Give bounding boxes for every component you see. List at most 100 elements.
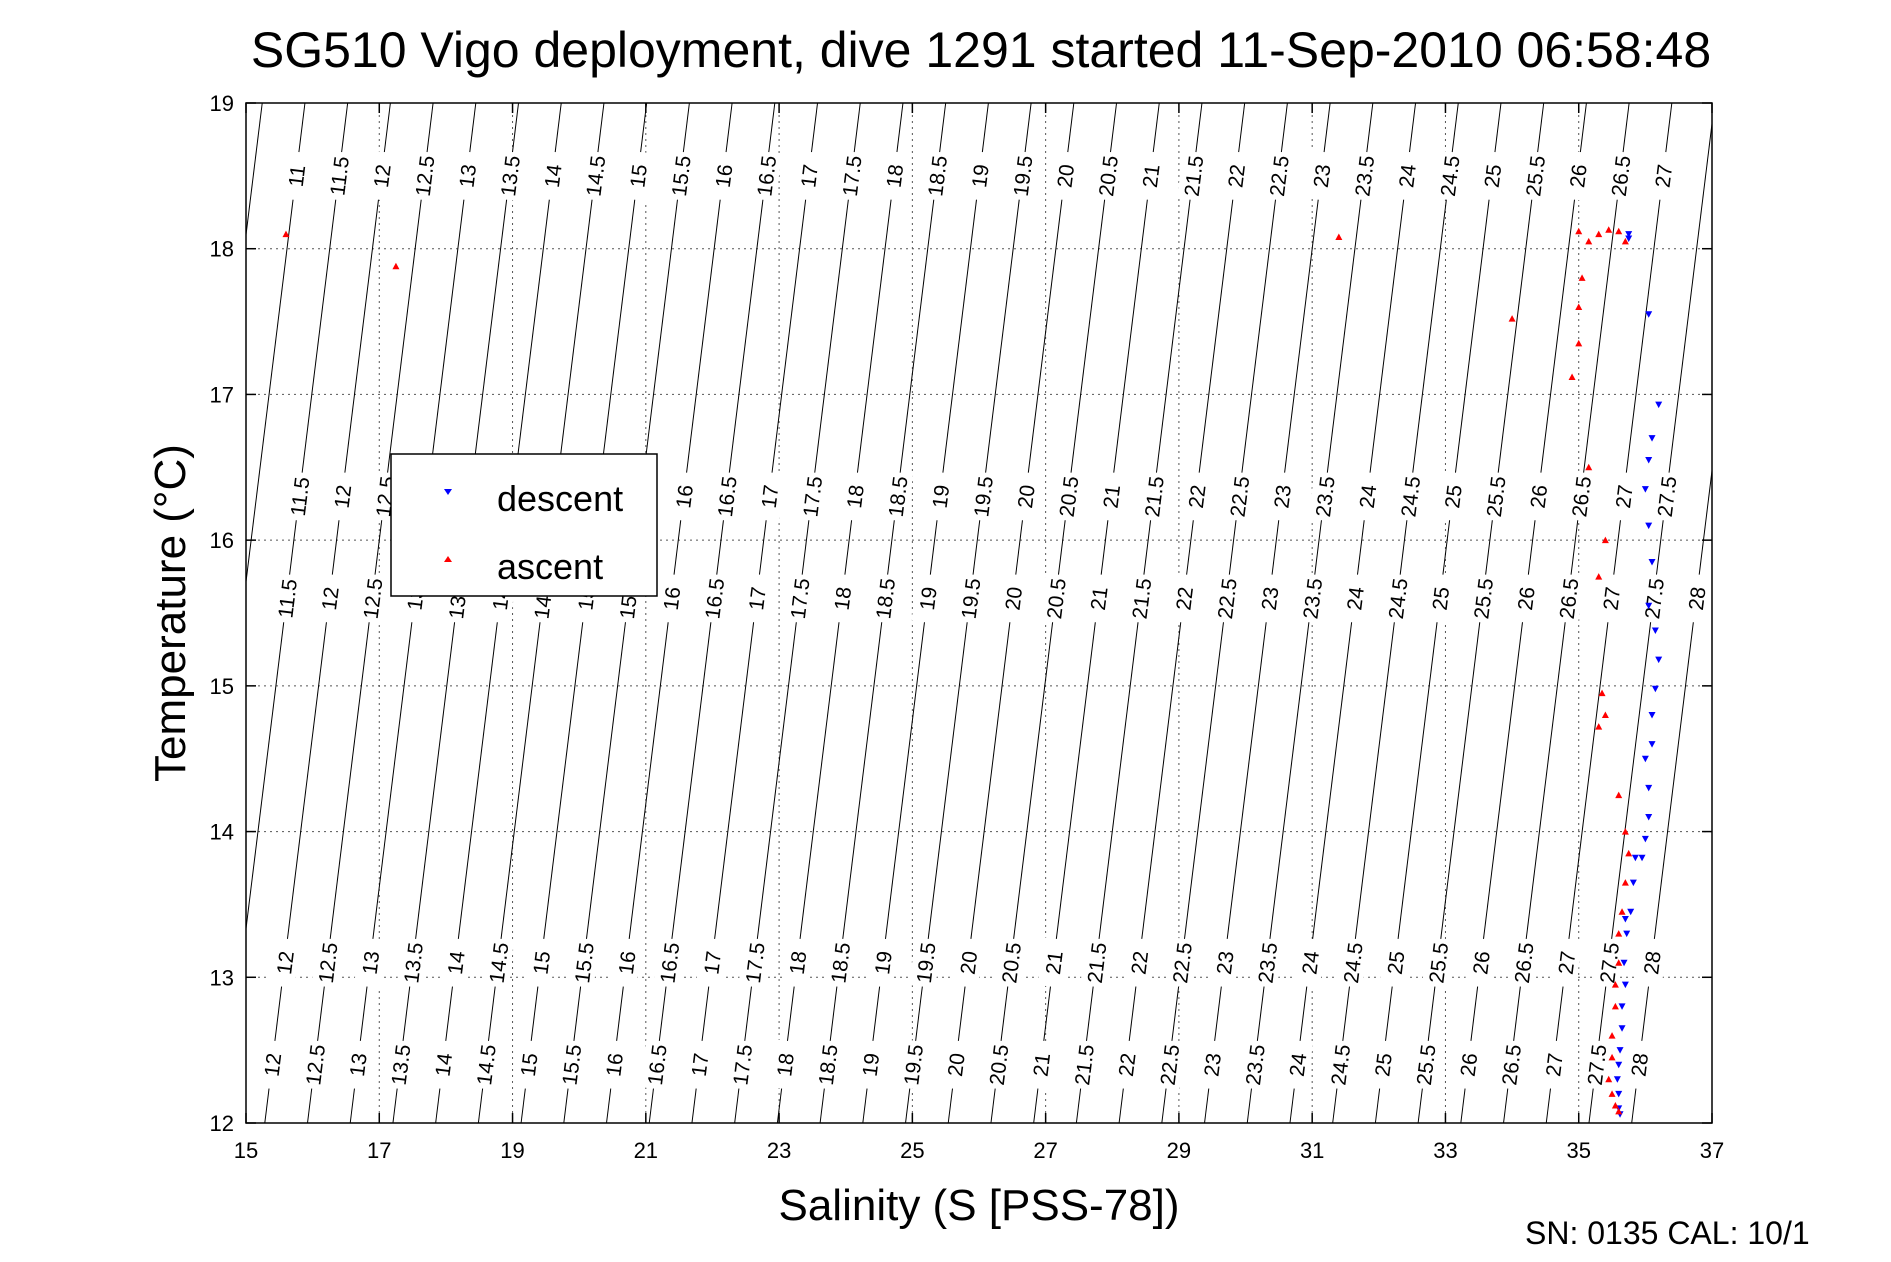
isopycnal-label: 26.5 bbox=[1604, 150, 1636, 202]
isopycnal-label-bg bbox=[994, 937, 1027, 989]
isopycnal-label-text: 19.5 bbox=[900, 1043, 928, 1086]
isopycnal-label-text: 16.5 bbox=[701, 577, 729, 620]
isopycnal-label-bg bbox=[1522, 471, 1554, 522]
isopycnal-label-bg bbox=[838, 471, 871, 522]
isopycnal-label: 26.5 bbox=[1507, 937, 1540, 989]
descent-point bbox=[1618, 1003, 1626, 1010]
isopycnal-label-text: 27 bbox=[1599, 586, 1625, 612]
isopycnal-label: 17 bbox=[753, 471, 785, 522]
isopycnal-label-text: 12.5 bbox=[412, 154, 440, 197]
y-tick-label: 12 bbox=[210, 1111, 234, 1136]
isopycnal-label-text: 12.5 bbox=[302, 1043, 330, 1086]
isopycnal-label: 24.5 bbox=[1324, 1039, 1356, 1091]
isopycnal-label-text: 14.5 bbox=[473, 1043, 501, 1086]
isopycnal-label-text: 26 bbox=[1527, 484, 1553, 510]
isopycnal-label-bg bbox=[1379, 937, 1411, 989]
isopycnal-label-text: 20.5 bbox=[1095, 154, 1123, 197]
plot-frame bbox=[245, 102, 1713, 1124]
isopycnal-label-bg bbox=[826, 573, 858, 624]
isopycnal-label: 25.5 bbox=[1422, 937, 1454, 989]
isopycnal-label: 28 bbox=[1680, 573, 1713, 624]
isopycnal-label: 27.5 bbox=[1580, 1039, 1612, 1091]
isopycnal-label: 17.5 bbox=[783, 573, 816, 624]
descent-point bbox=[1613, 1076, 1621, 1083]
isopycnal-label: 25 bbox=[1366, 1039, 1399, 1091]
isopycnal-label-bg bbox=[555, 1039, 587, 1091]
isopycnal-label: 16.5 bbox=[640, 1039, 673, 1091]
isopycnal-label-text: 23.5 bbox=[1312, 475, 1340, 518]
isopycnal-label-text: 25.5 bbox=[1483, 475, 1511, 518]
isopycnal-label-bg bbox=[469, 1039, 502, 1091]
isopycnal-label-bg bbox=[1219, 150, 1252, 202]
isopycnal-label-bg bbox=[356, 573, 388, 624]
isopycnal-label-text: 24 bbox=[1298, 950, 1324, 976]
isopycnal-label-bg bbox=[1390, 150, 1423, 202]
isopycnal-label-bg bbox=[835, 150, 868, 202]
isopycnal-label-text: 25 bbox=[1429, 586, 1455, 612]
isopycnal-label: 20 bbox=[952, 937, 984, 989]
y-axis-ticks: 12 13 14 15 16 17 18 19 bbox=[210, 91, 1712, 1136]
isopycnal-label: 15.5 bbox=[664, 150, 697, 202]
isopycnal-label-bg bbox=[408, 150, 440, 202]
isopycnal-label-text: 28 bbox=[1640, 950, 1666, 976]
isopycnal-label-text: 19.5 bbox=[970, 475, 998, 518]
isopycnal-label-bg bbox=[738, 937, 771, 989]
descent-point bbox=[1645, 784, 1653, 792]
isopycnal-label: 21 bbox=[1134, 150, 1167, 202]
descent-point bbox=[1648, 435, 1656, 442]
isopycnal-label-text: 11 bbox=[285, 164, 310, 188]
isopycnal-label-text: 12.5 bbox=[360, 577, 388, 620]
isopycnal-label-bg bbox=[1336, 937, 1369, 989]
isopycnal-label-bg bbox=[683, 1039, 715, 1091]
ascent-point bbox=[1595, 723, 1603, 730]
isopycnal-label-bg bbox=[1466, 573, 1499, 624]
isopycnal-label-bg bbox=[1348, 150, 1380, 202]
isopycnal-label-text: 26.5 bbox=[1498, 1043, 1526, 1086]
isopycnal-label-bg bbox=[667, 471, 700, 522]
isopycnal-label: 16.5 bbox=[653, 937, 685, 989]
isopycnal-label: 21.5 bbox=[1137, 471, 1170, 522]
isopycnal-label: 16 bbox=[610, 937, 643, 989]
isopycnal-label: 18.5 bbox=[920, 150, 953, 202]
isopycnal-label-bg bbox=[1167, 573, 1200, 624]
isopycnal-label-bg bbox=[1436, 471, 1469, 522]
isopycnal-label-text: 17.5 bbox=[787, 577, 815, 620]
isopycnal-label-bg bbox=[283, 471, 316, 522]
isopycnal-label: 12 bbox=[313, 573, 346, 624]
isopycnal-label-bg bbox=[512, 1039, 545, 1091]
isopycnal-label-bg bbox=[640, 1039, 673, 1091]
isopycnal-label-text: 25.5 bbox=[1425, 941, 1453, 984]
isopycnal-label: 15.5 bbox=[567, 937, 600, 989]
isopycnal-label-text: 17 bbox=[758, 484, 784, 510]
descent-point bbox=[1648, 559, 1656, 566]
x-tick-label: 29 bbox=[1167, 1138, 1191, 1163]
isopycnal-label: 17 bbox=[695, 937, 728, 989]
descent-point bbox=[1645, 311, 1653, 318]
isopycnal-label-text: 13.5 bbox=[400, 941, 428, 984]
ascent-point bbox=[1615, 791, 1623, 799]
descent-point bbox=[1641, 835, 1649, 843]
isopycnal-label-bg bbox=[610, 937, 643, 989]
isopycnal-label: 19.5 bbox=[954, 573, 986, 624]
isopycnal-label-text: 19.5 bbox=[1010, 154, 1038, 197]
isopycnal-label-bg bbox=[823, 937, 856, 989]
descent-point bbox=[1625, 231, 1633, 238]
isopycnal-label-bg bbox=[740, 573, 773, 624]
isopycnal-label: 16 bbox=[597, 1039, 630, 1091]
isopycnal-label: 18 bbox=[838, 471, 871, 522]
isopycnal-label: 27.5 bbox=[1650, 471, 1682, 522]
isopycnal-label-bg bbox=[1037, 937, 1070, 989]
isopycnal-label-text: 26 bbox=[1566, 163, 1592, 189]
isopycnal-label-bg bbox=[963, 150, 996, 202]
isopycnal-label: 27 bbox=[1607, 471, 1640, 522]
isopycnal-label-bg bbox=[1494, 1039, 1527, 1091]
isopycnal-label: 13.5 bbox=[493, 150, 526, 202]
isopycnal-label-text: 19 bbox=[916, 586, 942, 612]
isopycnal-label-bg bbox=[854, 1039, 886, 1091]
isopycnal-label-text: 17.5 bbox=[729, 1043, 757, 1086]
isopycnal-label: 20.5 bbox=[1091, 150, 1124, 202]
isopycnal-label-bg bbox=[1595, 573, 1627, 624]
isopycnal-label: 25 bbox=[1476, 150, 1508, 202]
isopycnal-label: 26 bbox=[1561, 150, 1594, 202]
isopycnal-label-bg bbox=[311, 937, 344, 989]
